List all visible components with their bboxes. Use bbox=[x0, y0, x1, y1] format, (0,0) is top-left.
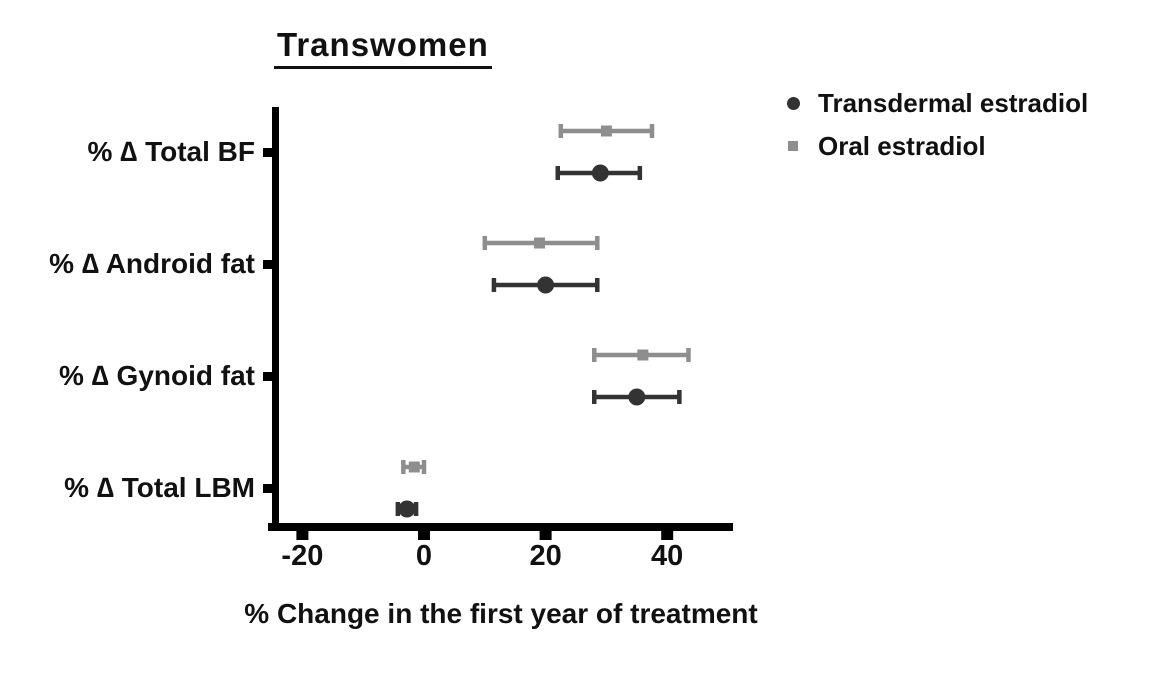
x-tick-label: -20 bbox=[281, 540, 324, 572]
data-point-square bbox=[637, 349, 649, 361]
y-tick-mark bbox=[263, 148, 272, 157]
x-tick-label: 40 bbox=[651, 540, 684, 572]
x-tick-mark bbox=[418, 531, 430, 540]
y-axis-spine bbox=[272, 107, 279, 531]
circle-marker-icon bbox=[786, 96, 800, 110]
data-point-square bbox=[408, 461, 420, 473]
x-axis-label: % Change in the first year of treatment bbox=[244, 598, 758, 629]
x-axis-spine bbox=[268, 523, 733, 531]
y-tick-mark bbox=[263, 484, 272, 493]
square-marker-icon bbox=[786, 141, 800, 151]
data-point-square bbox=[600, 125, 612, 137]
x-tick-mark bbox=[661, 531, 674, 540]
legend-item: Transdermal estradiol bbox=[786, 87, 1088, 119]
x-tick-label: 20 bbox=[529, 540, 562, 572]
data-point-square bbox=[534, 237, 546, 249]
data-point-circle bbox=[398, 500, 416, 518]
legend-item-label: Transdermal estradiol bbox=[818, 87, 1089, 118]
category-label: % ∆ Total LBM bbox=[64, 472, 255, 503]
x-tick-label: 0 bbox=[415, 540, 433, 572]
category-label: % ∆ Gynoid fat bbox=[58, 360, 255, 391]
square-marker-glyph bbox=[788, 141, 798, 151]
data-point-circle bbox=[591, 164, 609, 182]
x-tick-mark bbox=[296, 531, 309, 540]
legend-item: Oral estradiol bbox=[786, 130, 1088, 162]
category-label: % ∆ Total BF bbox=[87, 136, 256, 167]
data-point-circle bbox=[537, 276, 555, 294]
legend: Transdermal estradiol Oral estradiol bbox=[786, 87, 1088, 162]
chart-title: Transwomen bbox=[274, 26, 492, 69]
y-tick-mark bbox=[263, 372, 272, 381]
x-tick-mark bbox=[539, 531, 552, 540]
y-tick-mark bbox=[263, 260, 272, 269]
legend-item-label: Oral estradiol bbox=[818, 130, 986, 161]
category-label: % ∆ Android fat bbox=[49, 248, 255, 279]
data-point-circle bbox=[628, 388, 646, 406]
circle-marker-glyph bbox=[786, 96, 800, 110]
